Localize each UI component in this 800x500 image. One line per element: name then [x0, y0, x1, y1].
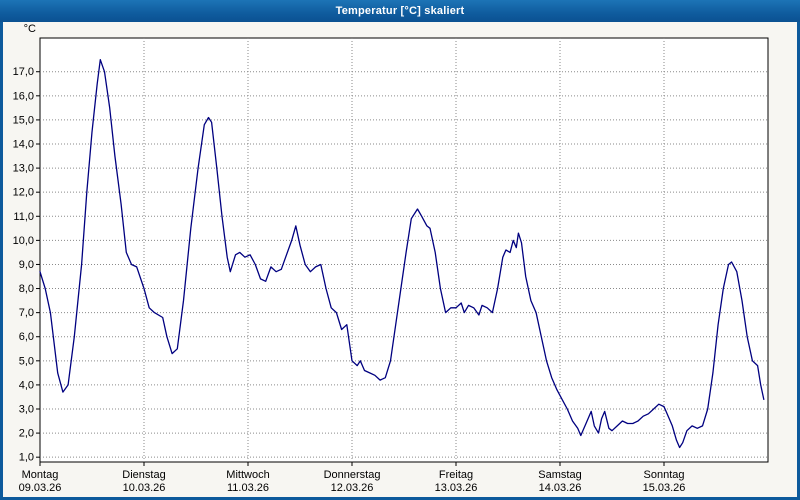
y-tick-label: 14,0 — [13, 139, 34, 151]
y-tick-label: 1,0 — [19, 452, 34, 464]
y-tick-label: 9,0 — [19, 259, 34, 271]
y-tick-label: 3,0 — [19, 404, 34, 416]
y-tick-label: 13,0 — [13, 163, 34, 175]
x-tick-date-label: 10.03.26 — [123, 482, 166, 492]
x-tick-day-label: Mittwoch — [226, 469, 269, 481]
y-tick-label: 17,0 — [13, 66, 34, 78]
x-tick-date-label: 15.03.26 — [643, 482, 686, 492]
y-tick-label: 12,0 — [13, 187, 34, 199]
y-tick-label: 2,0 — [19, 428, 34, 440]
y-tick-label: 11,0 — [13, 211, 34, 223]
y-tick-label: 4,0 — [19, 379, 34, 391]
x-tick-day-label: Sonntag — [644, 469, 685, 481]
y-tick-label: 5,0 — [19, 355, 34, 367]
y-tick-label: 15,0 — [13, 114, 34, 126]
x-tick-date-label: 14.03.26 — [539, 482, 582, 492]
x-tick-date-label: 09.03.26 — [19, 482, 62, 492]
window-titlebar[interactable]: Temperatur [°C] skaliert — [0, 0, 800, 22]
x-tick-day-label: Freitag — [439, 469, 473, 481]
x-tick-day-label: Dienstag — [122, 469, 165, 481]
x-tick-date-label: 12.03.26 — [331, 482, 374, 492]
x-tick-day-label: Montag — [22, 469, 59, 481]
temperature-chart: 17,0 16,0 15,0 14,0 13,0 12,0 11,0 10,0 9,0 8,0 7,… — [13, 23, 769, 494]
y-axis-unit-label: °C — [24, 23, 36, 35]
chart-container: 17,0 16,0 15,0 14,0 13,0 12,0 11,0 10,0 9,0 8,0 7,… — [3, 22, 797, 497]
y-tick-label: 8,0 — [19, 283, 34, 295]
y-tick-label: 7,0 — [19, 307, 34, 319]
y-tick-label: 10,0 — [13, 235, 34, 247]
window-title: Temperatur [°C] skaliert — [335, 5, 465, 17]
y-tick-label: 16,0 — [13, 90, 34, 102]
x-tick-day-label: Samstag — [538, 469, 581, 481]
temperature-line — [39, 59, 765, 449]
x-tick-date-label: 13.03.26 — [435, 482, 478, 492]
y-tick-label: 6,0 — [19, 331, 34, 343]
x-tick-date-label: 11.03.26 — [227, 482, 269, 492]
x-tick-day-label: Donnerstag — [324, 469, 381, 481]
plot-frame — [39, 37, 769, 463]
